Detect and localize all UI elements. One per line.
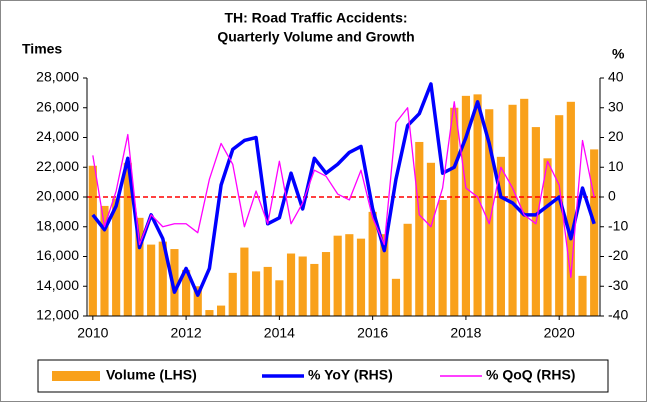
bar xyxy=(356,238,366,316)
y2-tick-label: -40 xyxy=(608,307,628,323)
y-tick-label: 24,000 xyxy=(36,128,79,144)
bar xyxy=(88,165,97,316)
bar xyxy=(415,141,424,316)
bar xyxy=(461,95,471,316)
bar xyxy=(263,266,272,316)
chart-title: TH: Road Traffic Accidents: xyxy=(224,10,407,26)
bar xyxy=(321,252,331,316)
y-tick-label: 26,000 xyxy=(36,98,79,114)
bar xyxy=(380,234,389,316)
y-tick-label: 18,000 xyxy=(36,217,79,233)
bar xyxy=(286,253,296,316)
bar xyxy=(251,271,261,316)
x-tick-label: 2014 xyxy=(264,325,295,341)
y-tick-label: 22,000 xyxy=(36,158,79,174)
bar xyxy=(403,223,412,316)
y2-tick-label: -30 xyxy=(608,277,628,293)
y2-tick-label: -10 xyxy=(608,217,628,233)
bar xyxy=(112,198,121,316)
bar xyxy=(298,256,307,316)
bar xyxy=(228,272,237,316)
bar xyxy=(135,217,144,316)
bar xyxy=(100,205,109,316)
x-tick-label: 2016 xyxy=(357,325,388,341)
bar xyxy=(426,162,436,316)
y-tick-label: 16,000 xyxy=(36,247,79,263)
bar xyxy=(508,104,517,317)
bar xyxy=(450,107,459,316)
bar xyxy=(333,235,342,316)
legend-label: Volume (LHS) xyxy=(106,367,197,383)
bar xyxy=(123,162,132,316)
bar xyxy=(391,278,401,316)
bar xyxy=(438,199,447,316)
y-tick-label: 28,000 xyxy=(36,69,79,85)
x-tick-label: 2018 xyxy=(450,325,481,341)
bar xyxy=(520,98,529,316)
legend-label: % QoQ (RHS) xyxy=(486,367,575,383)
x-tick-label: 2012 xyxy=(171,325,202,341)
bar xyxy=(496,156,505,316)
bar xyxy=(182,269,191,316)
bar xyxy=(566,101,575,316)
y-tick-label: 12,000 xyxy=(36,307,79,323)
y2-tick-label: 0 xyxy=(608,188,616,204)
x-tick-label: 2010 xyxy=(77,325,108,341)
bar xyxy=(473,94,482,316)
y2-tick-label: 20 xyxy=(608,128,624,144)
bar xyxy=(368,211,377,316)
y2-tick-label: 10 xyxy=(608,158,624,174)
line xyxy=(92,101,595,278)
bar xyxy=(240,247,249,316)
bar xyxy=(555,115,564,316)
bar xyxy=(275,280,284,316)
y-tick-label: 20,000 xyxy=(36,188,79,204)
y2-tick-label: -20 xyxy=(608,247,628,263)
y-tick-label: 14,000 xyxy=(36,277,79,293)
bar xyxy=(578,275,587,316)
legend-label: % YoY (RHS) xyxy=(308,367,393,383)
bar xyxy=(216,305,226,316)
y2-tick-label: 30 xyxy=(608,98,624,114)
bar xyxy=(193,286,202,316)
legend-box xyxy=(37,359,609,393)
bar xyxy=(345,234,354,316)
bar xyxy=(158,241,167,316)
y-axis-label: Times xyxy=(22,41,62,57)
bar xyxy=(485,109,494,316)
bar xyxy=(310,263,319,316)
y2-axis-label: % xyxy=(612,46,625,62)
line xyxy=(91,82,596,297)
bar xyxy=(590,149,599,316)
bar xyxy=(205,310,214,316)
x-tick-label: 2020 xyxy=(544,325,575,341)
bar xyxy=(543,158,552,316)
chart-title: Quarterly Volume and Growth xyxy=(217,29,414,45)
y2-tick-label: 40 xyxy=(608,69,624,85)
bar xyxy=(147,244,156,316)
legend-swatch xyxy=(52,371,100,381)
bar xyxy=(170,249,179,316)
